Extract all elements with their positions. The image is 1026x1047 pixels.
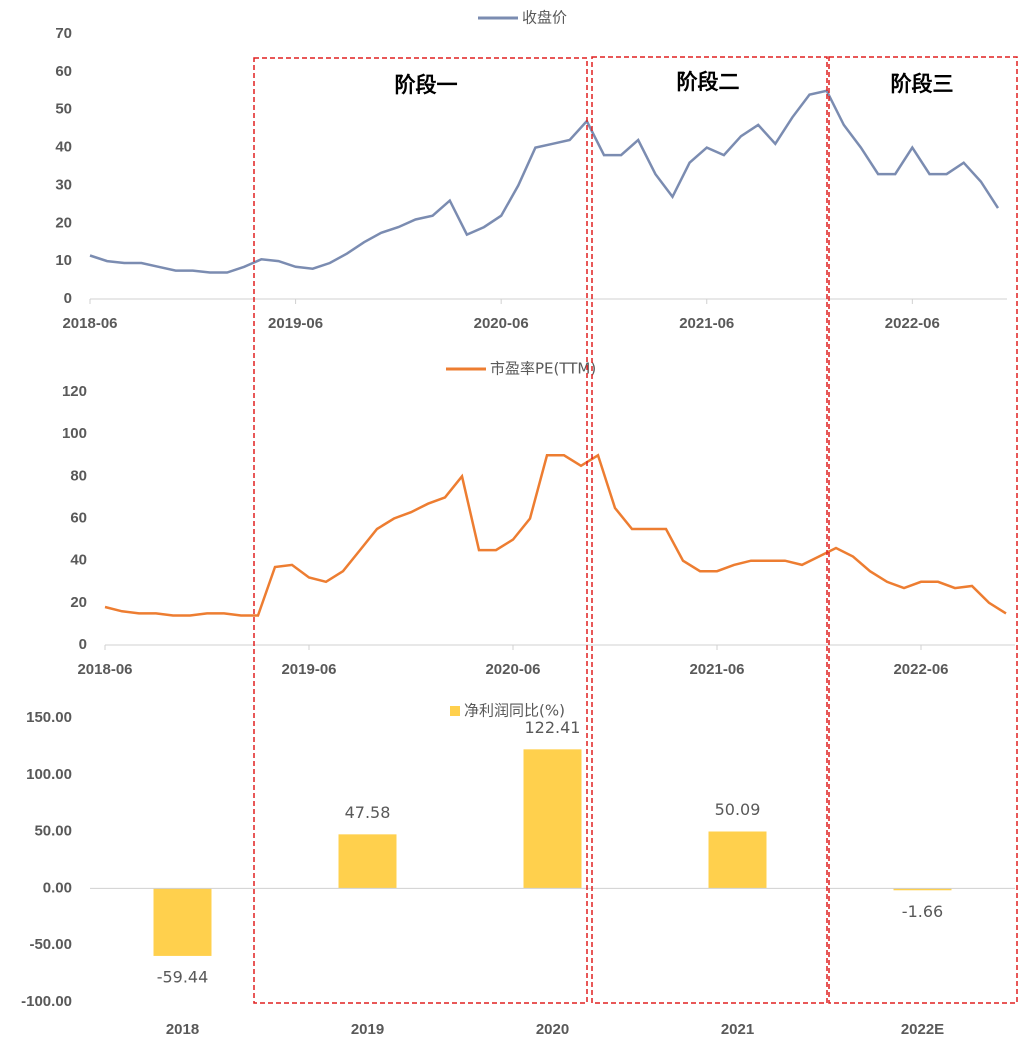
phase-box bbox=[253, 57, 588, 1004]
y-tick-label: 50 bbox=[55, 101, 72, 118]
x-tick-label: 2018 bbox=[166, 1021, 199, 1038]
y-tick-label: 80 bbox=[70, 467, 87, 484]
y-tick-label: -100.00 bbox=[21, 993, 72, 1010]
value-label: 122.41 bbox=[525, 718, 581, 737]
bar bbox=[523, 749, 582, 889]
x-tick-label: 2022E bbox=[901, 1021, 944, 1038]
value-label: -59.44 bbox=[157, 967, 209, 986]
y-tick-label: 0 bbox=[79, 636, 87, 653]
phase-label: 阶段一 bbox=[395, 73, 458, 97]
phase-box bbox=[828, 56, 1018, 1004]
x-tick-label: 2020 bbox=[536, 1021, 569, 1038]
value-label: 47.58 bbox=[345, 803, 391, 822]
bar bbox=[153, 888, 212, 956]
bar bbox=[338, 834, 397, 889]
x-tick-label: 2020-06 bbox=[474, 315, 529, 332]
y-tick-label: -50.00 bbox=[29, 936, 72, 953]
phase-box bbox=[591, 56, 828, 1004]
y-tick-label: 0.00 bbox=[43, 879, 72, 896]
y-tick-label: 40 bbox=[70, 552, 87, 569]
x-tick-label: 2021 bbox=[721, 1021, 754, 1038]
x-tick-label: 2022-06 bbox=[893, 661, 948, 678]
x-tick-label: 2018-06 bbox=[62, 315, 117, 332]
phase-label: 阶段二 bbox=[677, 70, 740, 94]
y-tick-label: 50.00 bbox=[34, 823, 72, 840]
line bbox=[89, 89, 1000, 274]
y-tick-label: 10 bbox=[55, 252, 72, 269]
y-tick-label: 100 bbox=[62, 425, 87, 442]
y-tick-label: 100.00 bbox=[26, 766, 72, 783]
x-tick-label: 2021-06 bbox=[689, 661, 744, 678]
y-tick-label: 30 bbox=[55, 176, 72, 193]
x-tick-label: 2021-06 bbox=[679, 315, 734, 332]
legend-label: 市盈率PE(TTM) bbox=[490, 360, 596, 378]
y-tick-label: 60 bbox=[70, 509, 87, 526]
legend-label: 收盘价 bbox=[522, 9, 567, 27]
y-tick-label: 20 bbox=[70, 594, 87, 611]
y-tick-label: 60 bbox=[55, 63, 72, 80]
y-tick-label: 0 bbox=[64, 290, 72, 307]
value-label: -1.66 bbox=[902, 902, 943, 921]
value-label: 50.09 bbox=[715, 800, 761, 819]
line bbox=[104, 453, 1007, 617]
legend-swatch bbox=[450, 706, 460, 716]
y-tick-label: 40 bbox=[55, 139, 72, 156]
x-tick-label: 2022-06 bbox=[885, 315, 940, 332]
phase-label: 阶段三 bbox=[891, 72, 954, 96]
bar bbox=[708, 831, 767, 889]
bar bbox=[893, 888, 952, 891]
y-tick-label: 150.00 bbox=[26, 709, 72, 726]
x-tick-label: 2019-06 bbox=[281, 661, 336, 678]
y-tick-label: 20 bbox=[55, 214, 72, 231]
x-tick-label: 2020-06 bbox=[485, 661, 540, 678]
y-tick-label: 120 bbox=[62, 383, 87, 400]
x-tick-label: 2018-06 bbox=[77, 661, 132, 678]
y-tick-label: 70 bbox=[55, 25, 72, 42]
x-tick-label: 2019 bbox=[351, 1021, 384, 1038]
legend-label: 净利润同比(%) bbox=[464, 702, 565, 720]
x-tick-label: 2019-06 bbox=[268, 315, 323, 332]
